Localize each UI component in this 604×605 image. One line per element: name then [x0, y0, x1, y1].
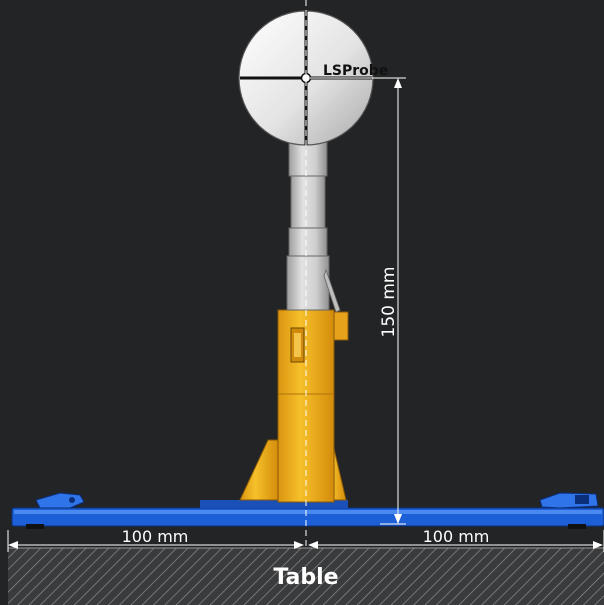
left-clamp — [35, 492, 85, 509]
left-foot — [26, 524, 44, 529]
height-dimension: 150 mm — [310, 77, 406, 525]
right-dimension-label: 100 mm — [423, 527, 490, 546]
table: Table — [8, 547, 604, 605]
left-dimension-label: 100 mm — [122, 527, 189, 546]
table-label: Table — [273, 565, 338, 590]
probe-holder — [239, 309, 349, 503]
brand-label: LSProbe — [323, 63, 388, 79]
height-dimension-label: 150 mm — [379, 267, 399, 338]
right-clamp — [539, 492, 599, 509]
table-surface — [8, 548, 604, 605]
right-foot — [568, 524, 586, 529]
base-plate — [11, 492, 604, 529]
probe-stem — [286, 139, 341, 313]
base-dimension: 100 mm 100 mm — [7, 527, 604, 552]
